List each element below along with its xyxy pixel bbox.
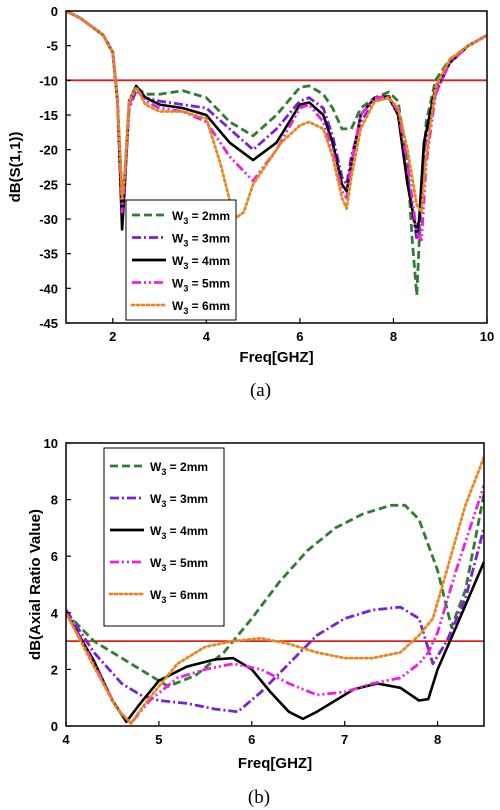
figure-caption: (a) — [250, 380, 271, 401]
figure-caption: (b) — [248, 787, 270, 808]
x-tick-label: 5 — [155, 732, 162, 747]
legend-box — [103, 447, 225, 627]
plot-frame — [65, 442, 485, 727]
chart-2: 4 5 6 7 8 0 2 4 6 8 10 Freq[GHZ] dB(Axial Ratio Valu… — [27, 436, 485, 808]
x-axis-label: Freq[GHZ] — [238, 755, 312, 772]
legend: W3 = 2mm W3 = 3mm W3 = 4mm W3 = 5mm W3 = 6mm — [103, 447, 225, 627]
x-tick-label: 10 — [480, 329, 494, 344]
series-line-w3-6mm — [66, 455, 484, 725]
x-tick-label: 2 — [109, 329, 116, 344]
y-tick-label: -5 — [46, 39, 58, 54]
x-axis-label: Freq[GHZ] — [239, 349, 313, 366]
x-tick-label: 6 — [248, 732, 255, 747]
legend-entry: W3 = 6mm — [150, 588, 208, 605]
y-tick-label: -20 — [39, 143, 58, 158]
y-tick-label: 10 — [44, 436, 58, 451]
y-tick-label: 2 — [51, 662, 58, 677]
series-line-w3-4mm — [66, 561, 484, 724]
plot-frame — [65, 10, 488, 324]
y-tick-label: -45 — [39, 316, 58, 331]
y-tick-label: 0 — [51, 719, 58, 734]
legend-entry: W3 = 3mm — [150, 492, 208, 509]
series-line-w3-6mm — [66, 11, 487, 221]
y-tick-label: 0 — [51, 4, 58, 19]
y-axis-label: dB(S(1,1)) — [7, 132, 24, 203]
y-tick-label: 4 — [51, 606, 59, 621]
legend: W3 = 2mm W3 = 3mm W3 = 4mm W3 = 5mm W3 = 6mm — [125, 199, 237, 321]
x-tick-label: 4 — [203, 329, 211, 344]
y-tick-label: -35 — [39, 247, 58, 262]
x-tick-label: 7 — [341, 732, 348, 747]
legend-entry: W3 = 6mm — [172, 299, 230, 316]
chart-1: 2 4 6 8 10 0 -5 -10 -15 -20 -25 -30 -35 -40 -45 Freq[GH… — [7, 4, 494, 401]
y-tick-label: -25 — [39, 177, 58, 192]
y-tick-label: -30 — [39, 212, 58, 227]
y-tick-label: 8 — [51, 493, 58, 508]
y-tick-label: -15 — [39, 108, 58, 123]
x-tick-label: 8 — [390, 329, 397, 344]
y-tick-label: -10 — [39, 73, 58, 88]
x-tick-label: 4 — [62, 732, 70, 747]
legend-entry: W3 = 2mm — [172, 209, 230, 226]
legend-entry: W3 = 5mm — [172, 277, 230, 294]
legend-entry: W3 = 3mm — [172, 232, 230, 249]
y-axis-label: dB(Axial Ratio Value) — [27, 509, 44, 660]
y-tick-label: 6 — [51, 549, 58, 564]
series-line-w3-2mm — [66, 493, 484, 688]
y-tick-label: -40 — [39, 281, 58, 296]
series-line-w3-3mm — [66, 527, 484, 714]
x-tick-label: 6 — [296, 329, 303, 344]
x-tick-label: 8 — [434, 732, 441, 747]
legend-entry: W3 = 2mm — [150, 460, 208, 477]
legend-entry: W3 = 4mm — [172, 254, 230, 271]
legend-entry: W3 = 4mm — [150, 524, 208, 541]
legend-entry: W3 = 5mm — [150, 556, 208, 573]
